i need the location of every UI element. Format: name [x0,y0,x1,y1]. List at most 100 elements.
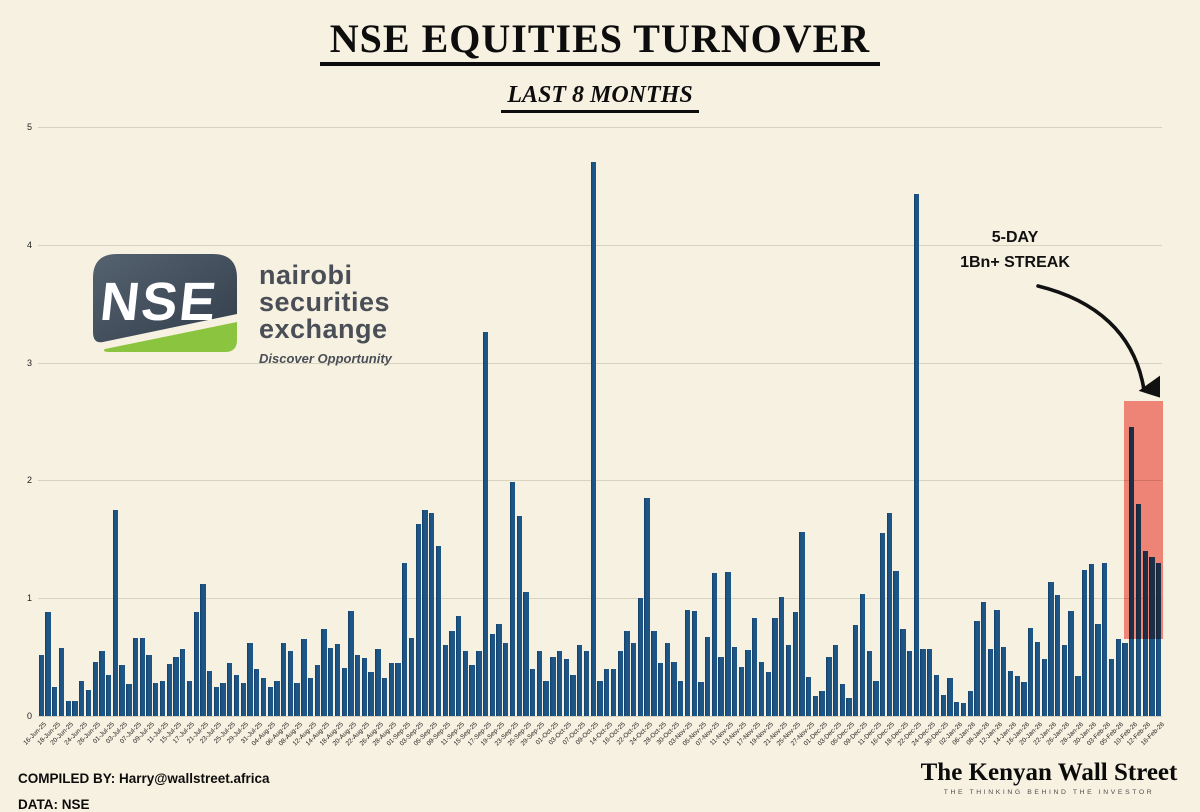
nse-logo-mark: NSE [93,254,237,352]
bar [455,615,462,716]
bar [442,645,448,716]
bar [139,638,145,716]
bar [691,611,697,716]
bar [321,628,327,716]
bar [489,633,495,716]
bar [913,194,919,716]
bar [72,700,78,716]
bar [200,584,206,716]
bar [280,642,287,716]
bar [1068,611,1074,716]
bar [967,691,973,716]
bar [233,674,240,716]
bar [355,654,361,716]
bar [1055,594,1061,716]
bar [792,612,798,716]
bar [583,651,590,716]
gridline-y5 [38,127,1162,128]
bar [496,624,502,716]
streak-annotation-line2: 1Bn+ STREAK [960,253,1070,271]
bar [402,562,408,716]
title-row: NSE EQUITIES TURNOVER [0,18,1200,66]
bar [1095,624,1101,716]
annotation-arrow-icon [1036,284,1160,401]
nse-badge-shape [93,254,237,343]
bar [799,532,805,716]
bar [1075,675,1081,716]
bar [974,620,980,716]
bar [368,672,374,716]
bar [960,703,967,716]
gridline-y1 [38,598,1162,600]
bar [866,651,872,716]
bar [388,663,395,716]
bar [853,625,859,716]
bar [1001,646,1007,716]
bar [779,597,785,716]
nse-name-line1: nairobi [259,260,353,290]
bar [146,654,152,716]
bar [570,674,576,716]
bar [1028,627,1034,716]
bar [624,631,630,716]
bar [422,509,428,716]
bar [880,533,886,716]
page-title: NSE EQUITIES TURNOVER [319,18,881,66]
nse-name-line2: securities [259,287,391,317]
bar [1102,562,1108,716]
bar [328,647,334,716]
bar [1007,671,1014,716]
bar [954,701,960,716]
bar [227,663,233,716]
bar [765,672,771,716]
streak-annotation-line1: 5-DAY [991,229,1039,246]
bar [630,642,637,716]
bar [85,690,92,716]
bar [705,637,711,716]
bar [563,659,569,716]
bar [58,647,65,716]
page-subtitle: LAST 8 MONTHS [501,82,699,113]
bar [38,654,45,716]
bar [752,618,758,716]
bar [1155,562,1162,716]
bar [119,665,125,716]
bar [657,663,664,716]
bar [99,651,105,716]
footer-compiled-by: COMPILED BY: Harry@wallstreet.africa [18,771,270,786]
bar [516,515,522,716]
y-tick-label: 2 [26,475,32,486]
bar [1081,569,1088,716]
bar [381,678,388,716]
bar [819,691,825,716]
bar [45,612,51,716]
bar [341,667,347,716]
bar [334,644,341,716]
bar [220,683,226,716]
bar [758,661,765,716]
bar [408,638,415,716]
bar [738,666,744,716]
y-tick-label: 3 [26,357,32,368]
y-tick-label: 1 [26,593,32,604]
bar [213,686,220,716]
bar [1034,641,1041,716]
bar [307,678,314,716]
nse-green-wedge [103,322,237,352]
bar [577,645,583,716]
bar [509,481,516,716]
bar [873,680,879,716]
bar [644,498,650,716]
bar [1108,659,1115,716]
bar [785,645,792,716]
bar [523,592,529,716]
bar [193,612,199,716]
bar [79,680,85,716]
bar [671,661,677,716]
bar [112,509,119,716]
bar [132,638,139,716]
gridline-y2 [38,480,1162,482]
bar [886,513,893,716]
bar [893,571,899,716]
